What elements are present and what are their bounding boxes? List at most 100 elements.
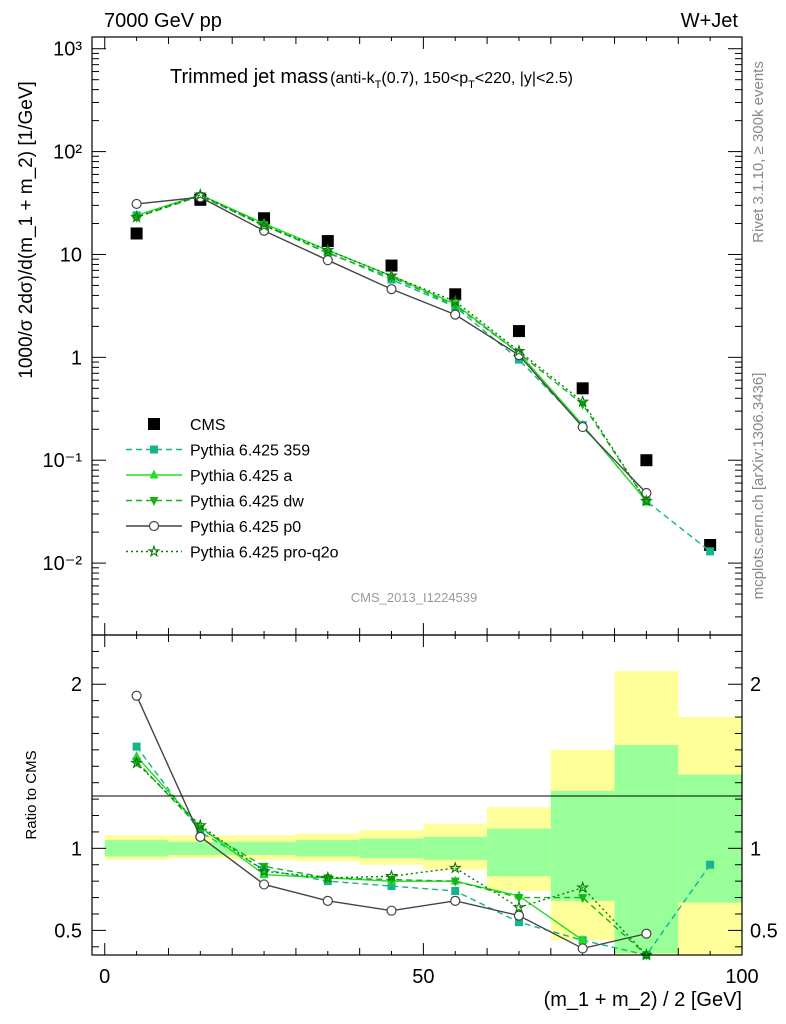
rivet-label: Rivet 3.1.10, ≥ 300k events [750,61,767,243]
band-inner [295,840,360,857]
band-inner [487,828,551,877]
x-tick-label: 100 [725,966,758,988]
band-inner [423,836,488,860]
legend: CMS Pythia 6.425 359 Pythia 6.425 a Pythia … [126,417,339,562]
point [385,259,398,272]
point [148,520,160,532]
point [578,934,588,944]
ratio-uncertainty-bands [104,671,742,955]
axis-ticks: 0 50 100 10⁻² 10⁻¹ 1 10 10² 10³ 0.5 0.5 1 1 2 2 [43,37,778,988]
point [576,880,590,894]
ratio-y-tick-label-right: 2 [750,674,761,696]
band-inner [168,841,233,855]
point [449,288,462,301]
point [130,210,144,223]
point [257,218,271,232]
legend-label: Pythia 6.425 p0 [190,519,301,536]
point [448,294,462,308]
legend-item-p359: Pythia 6.425 359 [126,443,310,460]
point [640,454,653,467]
ratio-series-pp0 [131,690,652,954]
legend-label: Pythia 6.425 pro-q2o [190,545,339,562]
ratio-y-tick-label: 0.5 [54,920,82,942]
point [706,547,715,556]
ratio-y-tick-label: 2 [71,674,82,696]
x-tick-label: 0 [99,966,110,988]
y-tick-label: 10⁻¹ [43,450,83,472]
point [321,235,334,248]
point [149,497,159,506]
data-series [130,188,717,961]
y-tick-label: 10 [60,244,82,266]
point [641,928,652,939]
point [322,895,333,906]
y-tick-label: 1 [71,347,82,369]
point [132,742,141,751]
point [258,879,270,890]
point [150,445,158,454]
point [384,869,399,882]
point [512,900,526,914]
point [706,860,715,869]
legend-label: Pythia 6.425 dw [190,494,304,511]
point [639,494,653,507]
point [132,750,142,760]
point [131,198,142,210]
series-pdw [132,192,651,507]
ratio-plot-frame [91,634,743,956]
point [514,918,523,927]
ratio-y-tick-label-right: 0.5 [750,920,778,942]
point [193,188,207,201]
ratio-y-tick-label-right: 1 [750,838,761,860]
legend-label: Pythia 6.425 359 [190,443,310,460]
y-tick-label: 10² [53,142,82,164]
point [132,757,142,767]
point [450,309,461,320]
y-tick-label: 10³ [53,39,82,61]
point [130,756,144,769]
point [259,221,269,231]
legend-item-pp0: Pythia 6.425 p0 [126,519,301,536]
point [387,882,396,891]
point [576,394,590,408]
point [450,895,461,906]
point [321,871,335,884]
point [384,269,399,282]
point [576,382,589,395]
legend-label: CMS [190,417,226,434]
point [577,421,588,433]
band-inner [550,790,615,901]
point [512,344,526,357]
point [577,943,588,954]
point [148,418,160,430]
ratio-series-pq2o [130,756,653,961]
series-pq2o [130,188,653,507]
point [512,325,525,338]
mcplots-label: mcplots.cern.ch [arXiv:1306.3436] [750,373,767,600]
band-inner [359,838,424,859]
legend-item-pdw: Pythia 6.425 dw [126,494,304,511]
point [193,818,207,831]
series-line [136,194,648,502]
point [322,255,333,266]
band-inner [678,774,742,903]
band-inner [104,840,169,857]
point [448,861,462,874]
point [257,864,271,877]
x-axis-label: (m_1 + m_2) / 2 [GeV] [544,989,742,1011]
point [578,894,588,904]
band-inner [232,841,296,855]
legend-item-cms: CMS [148,417,226,434]
plot-title-main: Trimmed jet mass [170,66,328,88]
point [639,948,653,961]
plot-title: Trimmed jet mass (anti-kT(0.7), 150<pT<22… [170,66,573,91]
analysis-id: CMS_2013_I1224539 [351,590,478,605]
point [514,894,524,904]
point [195,831,206,842]
point [386,284,397,295]
header-right: W+Jet [681,10,739,32]
series-line [136,762,647,956]
point [386,905,397,916]
legend-label: Pythia 6.425 a [190,468,292,485]
